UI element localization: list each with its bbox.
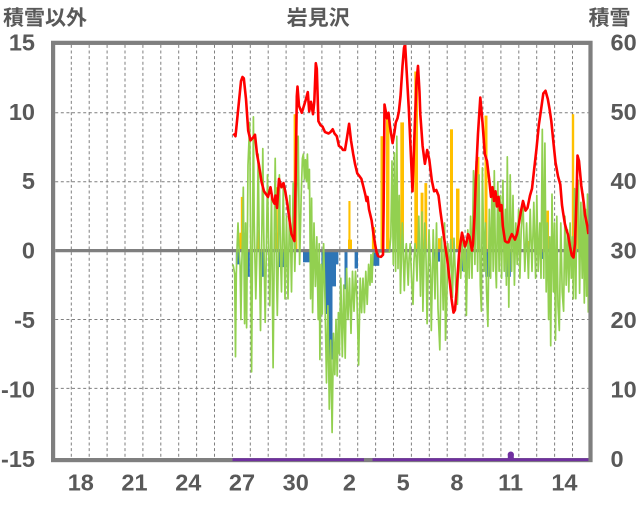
svg-text:10: 10 [611,377,636,403]
svg-text:-10: -10 [1,377,35,403]
svg-text:2: 2 [343,470,356,496]
svg-text:21: 21 [121,470,147,496]
svg-text:0: 0 [22,238,35,264]
svg-text:24: 24 [175,470,201,496]
svg-text:18: 18 [68,470,94,496]
svg-text:8: 8 [450,470,463,496]
svg-text:15: 15 [9,29,35,55]
svg-text:-5: -5 [14,307,35,333]
svg-text:30: 30 [611,238,636,264]
svg-text:30: 30 [283,470,309,496]
svg-text:10: 10 [9,99,35,125]
svg-text:-15: -15 [1,446,35,472]
svg-text:0: 0 [611,446,624,472]
svg-text:5: 5 [397,470,410,496]
svg-text:50: 50 [611,99,636,125]
svg-text:14: 14 [551,470,577,496]
svg-text:5: 5 [22,168,35,194]
svg-text:60: 60 [611,29,636,55]
svg-text:20: 20 [611,307,636,333]
svg-text:27: 27 [229,470,255,496]
svg-text:11: 11 [498,470,523,496]
svg-text:40: 40 [611,168,636,194]
